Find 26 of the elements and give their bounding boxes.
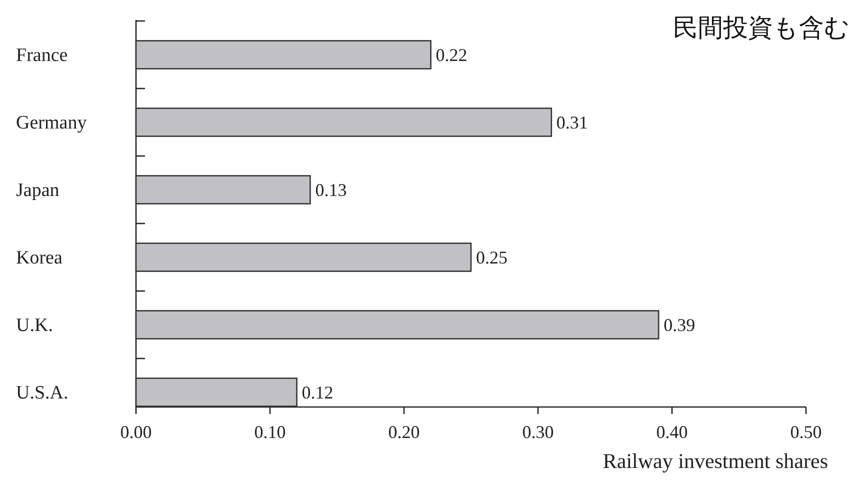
x-tick-label: 0.40 <box>656 422 688 442</box>
x-tick-label: 0.00 <box>120 422 152 442</box>
annotation: 民間投資も含む <box>673 13 850 42</box>
data-label: 0.12 <box>302 382 334 402</box>
data-label: 0.25 <box>476 247 508 268</box>
x-axis-title: Railway investment shares <box>602 449 828 473</box>
y-tick-label: U.K. <box>16 314 53 336</box>
y-tick-label: France <box>16 44 68 66</box>
bar <box>135 242 472 272</box>
bar <box>135 108 552 137</box>
bar <box>135 378 298 407</box>
bar <box>135 310 660 340</box>
data-label: 0.13 <box>315 180 347 200</box>
y-tick-label: U.S.A. <box>16 382 68 404</box>
x-tick-label: 0.10 <box>254 422 286 442</box>
y-tick-label: Korea <box>16 247 63 268</box>
data-label: 0.39 <box>664 314 696 335</box>
data-label: 0.22 <box>436 44 468 65</box>
x-tick-label: 0.30 <box>522 422 554 442</box>
bar <box>135 175 311 204</box>
data-label: 0.31 <box>556 112 588 132</box>
x-tick-label: 0.50 <box>790 422 822 442</box>
x-tick-label: 0.20 <box>388 422 420 442</box>
bar <box>135 40 432 70</box>
y-tick-label: Japan <box>16 180 60 201</box>
y-tick-label: Germany <box>16 112 88 134</box>
